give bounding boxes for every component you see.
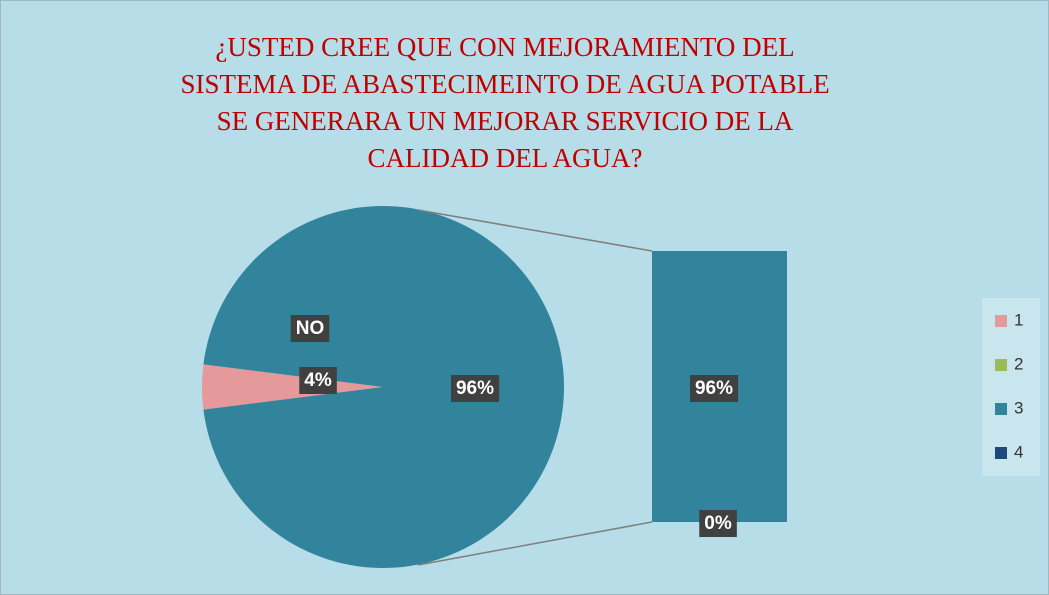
chart-title: ¿USTED CREE QUE CON MEJORAMIENTO DEL (215, 32, 794, 62)
data-label-box (699, 510, 737, 538)
legend-box (982, 298, 1040, 476)
chart-title: CALIDAD DEL AGUA? (368, 143, 643, 173)
chart-title: SE GENERARA UN MEJORAR SERVICIO DE LA (217, 106, 794, 136)
legend-swatch (995, 315, 1007, 327)
legend-swatch (995, 403, 1007, 415)
legend-label: 3 (1014, 398, 1023, 417)
legend-label: 4 (1014, 442, 1023, 461)
pie-slice (202, 364, 383, 410)
legend-label: 1 (1014, 310, 1023, 329)
legend-label: 2 (1014, 354, 1023, 373)
data-label-box (290, 315, 330, 343)
pie-slice (203, 206, 565, 569)
data-label-box (299, 367, 337, 395)
connector (417, 521, 653, 566)
data-label-box (689, 375, 739, 403)
data-label: 4% (304, 370, 332, 391)
legend-swatch (995, 447, 1007, 459)
data-label: NO (296, 318, 325, 339)
connector (417, 209, 653, 252)
data-label-box (450, 375, 500, 403)
data-label: 96% (695, 378, 733, 399)
legend-swatch (995, 359, 1007, 371)
data-label: 96% (456, 378, 494, 399)
data-label: 0% (704, 513, 732, 534)
chart-title: SISTEMA DE ABASTECIMEINTO DE AGUA POTABL… (180, 69, 829, 99)
